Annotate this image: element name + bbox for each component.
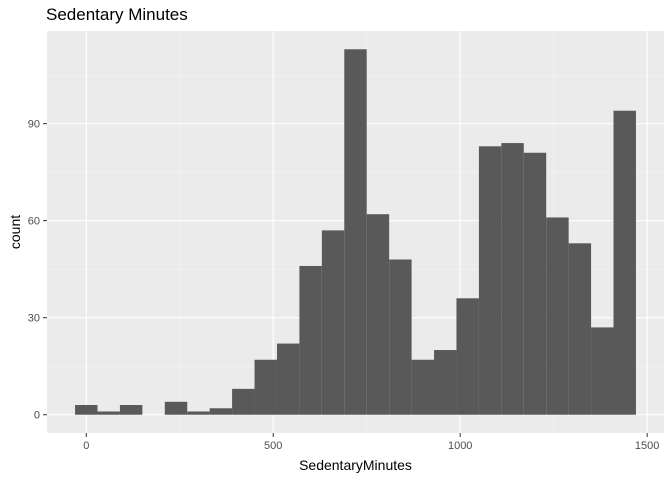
histogram-bar: [232, 388, 255, 415]
histogram-bar: [299, 265, 322, 415]
histogram-bar: [523, 152, 547, 415]
histogram-bar: [613, 110, 636, 415]
x-tick-label: 500: [264, 440, 282, 452]
x-axis-title: SedentaryMinutes: [299, 457, 412, 473]
histogram-bar: [119, 405, 143, 415]
histogram-bar: [568, 243, 592, 415]
histogram-bar: [164, 401, 188, 415]
histogram-bar: [591, 327, 614, 415]
y-axis-title: count: [7, 215, 23, 249]
y-tick-label: 30: [28, 313, 40, 325]
histogram-bar: [366, 214, 390, 415]
histogram-bar: [276, 343, 300, 415]
x-tick-label: 1000: [448, 440, 472, 452]
histogram-bar: [501, 143, 524, 415]
histogram-bar: [456, 298, 479, 415]
histogram-bar: [411, 359, 435, 415]
histogram-bar: [478, 146, 502, 415]
histogram-bars: [75, 49, 636, 415]
histogram-bar: [209, 408, 233, 415]
y-tick-label: 60: [28, 216, 40, 228]
histogram-bar: [254, 359, 277, 415]
histogram-bar: [546, 217, 569, 415]
histogram-bar: [97, 411, 120, 415]
y-axis: 0 30 60 90: [28, 119, 47, 422]
histogram-bar: [389, 259, 412, 415]
x-axis: 0 500 1000 1500: [83, 433, 659, 452]
x-tick-label: 0: [83, 440, 89, 452]
histogram-bar: [344, 49, 367, 415]
histogram-bar: [321, 230, 345, 415]
y-tick-label: 90: [28, 119, 40, 131]
chart-title: Sedentary Minutes: [46, 5, 188, 24]
x-tick-label: 1500: [635, 440, 659, 452]
y-tick-label: 0: [34, 410, 40, 422]
histogram-bar: [75, 405, 98, 415]
histogram-bar: [434, 350, 457, 415]
histogram-bar: [187, 411, 210, 415]
